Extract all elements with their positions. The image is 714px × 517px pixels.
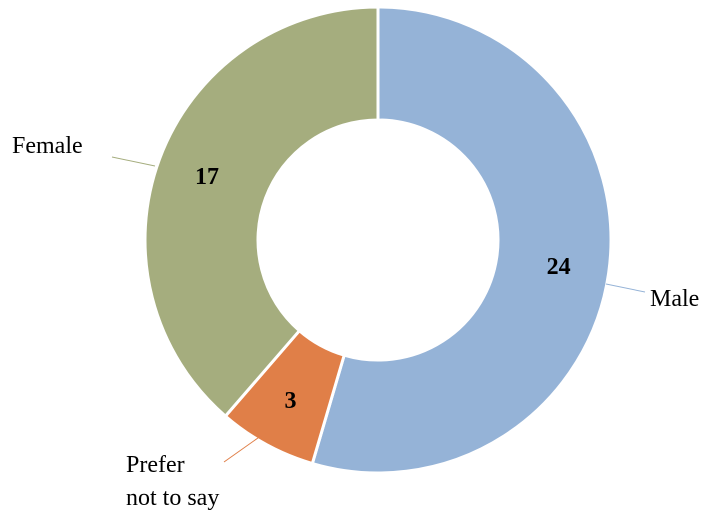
leader-lines-layer [111,156,646,463]
leader-line-female [111,156,156,167]
data-label-female: 17 [195,164,219,190]
category-label-prefer-not-to-say: Prefer not to say [126,452,219,511]
category-label-male: Male [650,286,699,312]
category-label-line: not to say [126,485,219,511]
data-label-male: 24 [547,254,571,280]
leader-line-prefer-not-to-say [223,432,266,463]
slices-layer [143,5,613,475]
category-label-female: Female [12,133,83,159]
leader-line-male [605,283,646,293]
category-label-line: Male [650,286,699,312]
slice-male [310,5,613,475]
category-label-line: Prefer [126,452,185,478]
data-label-prefer-not-to-say: 3 [285,388,297,414]
category-label-line: Female [12,133,83,159]
labels-layer: 24 Male 3 Prefer not to say 17 Female [12,133,699,511]
slice-female [143,5,380,419]
